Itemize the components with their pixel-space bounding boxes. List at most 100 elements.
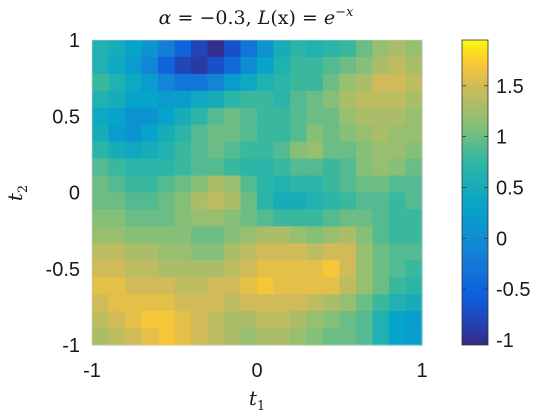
heatmap-cell xyxy=(92,73,110,92)
heatmap-cell xyxy=(323,277,341,295)
heatmap-cell xyxy=(191,56,209,75)
heatmap-cell xyxy=(339,243,357,261)
heatmap-cell xyxy=(224,192,242,211)
heatmap-cell xyxy=(191,311,209,329)
heatmap-cell xyxy=(92,192,110,211)
heatmap-cell xyxy=(224,56,242,75)
heatmap-cell xyxy=(240,124,258,143)
heatmap-cell xyxy=(372,107,390,126)
heatmap-cell xyxy=(405,294,423,312)
colorbar xyxy=(461,39,489,346)
heatmap-cell xyxy=(339,73,357,92)
heatmap-cell xyxy=(207,294,225,312)
heatmap-cell xyxy=(323,192,341,211)
heatmap-cell xyxy=(257,209,275,227)
heatmap-cell xyxy=(372,90,390,109)
heatmap-cell xyxy=(224,158,242,177)
heatmap-cell xyxy=(257,90,275,109)
heatmap-cell xyxy=(174,141,192,160)
heatmap-cell xyxy=(356,192,374,211)
heatmap-cell xyxy=(405,243,423,261)
heatmap-cell xyxy=(389,260,407,278)
heatmap-cell xyxy=(273,158,291,177)
heatmap-cell xyxy=(356,73,374,92)
heatmap-cell xyxy=(290,124,308,143)
heatmap-cell xyxy=(141,40,159,58)
heatmap-cell xyxy=(92,124,110,143)
heatmap-cell xyxy=(389,328,407,346)
heatmap-cell xyxy=(240,192,258,211)
heatmap-cell xyxy=(273,40,291,58)
heatmap-cell xyxy=(405,192,423,211)
heatmap-cell xyxy=(306,124,324,143)
heatmap-cell xyxy=(158,192,176,211)
heatmap-cell xyxy=(174,209,192,227)
heatmap-cell xyxy=(372,277,390,295)
heatmap-cell xyxy=(141,90,159,109)
heatmap-cell xyxy=(323,73,341,92)
heatmap-cell xyxy=(92,243,110,261)
heatmap-cell xyxy=(356,56,374,75)
x-tick-label: -1 xyxy=(83,360,101,382)
heatmap-cell xyxy=(141,141,159,160)
heatmap-cell xyxy=(339,175,357,194)
heatmap-cell xyxy=(141,328,159,346)
heatmap-cell xyxy=(405,277,423,295)
heatmap-cell xyxy=(141,175,159,194)
heatmap-cell xyxy=(405,40,423,58)
heatmap-cell xyxy=(191,192,209,211)
heatmap-cell xyxy=(141,209,159,227)
heatmap-cell xyxy=(191,107,209,126)
heatmap-cell xyxy=(92,175,110,194)
y-tick-label: 0.5 xyxy=(52,106,80,128)
heatmap-cell xyxy=(273,243,291,261)
heatmap-cell xyxy=(207,40,225,58)
heatmap-cell xyxy=(92,328,110,346)
heatmap-cell xyxy=(273,124,291,143)
heatmap-cell xyxy=(158,311,176,329)
heatmap-cell xyxy=(158,226,176,244)
heatmap-cell xyxy=(389,243,407,261)
heatmap-cell xyxy=(240,158,258,177)
heatmap-cell xyxy=(158,73,176,92)
heatmap-cell xyxy=(191,175,209,194)
heatmap-cell xyxy=(92,209,110,227)
heatmap-cell xyxy=(306,40,324,58)
heatmap-cell xyxy=(108,243,126,261)
heatmap-cell xyxy=(257,328,275,346)
heatmap-cell xyxy=(92,226,110,244)
heatmap-cell xyxy=(141,260,159,278)
heatmap-cell xyxy=(306,141,324,160)
chart-title: α = −0.3, L(x) = e−x xyxy=(159,5,354,29)
heatmap-cell xyxy=(207,158,225,177)
heatmap-cell xyxy=(356,90,374,109)
heatmap-cell xyxy=(389,209,407,227)
heatmap-cell xyxy=(257,192,275,211)
heatmap-cell xyxy=(273,90,291,109)
heatmap-cell xyxy=(405,141,423,160)
heatmap-cell xyxy=(306,328,324,346)
heatmap-cell xyxy=(174,226,192,244)
heatmap-cell xyxy=(405,73,423,92)
heatmap-cell xyxy=(158,107,176,126)
heatmap-cell xyxy=(108,40,126,58)
heatmap-cell xyxy=(174,260,192,278)
heatmap-cell xyxy=(306,90,324,109)
heatmap-cell xyxy=(257,107,275,126)
heatmap-cell xyxy=(207,328,225,346)
heatmap-cell xyxy=(356,124,374,143)
heatmap-cell xyxy=(273,192,291,211)
heatmap-cell xyxy=(125,40,143,58)
heatmap-cell xyxy=(323,294,341,312)
colorbar-tick-label: 0.5 xyxy=(496,177,524,199)
heatmap-cell xyxy=(273,141,291,160)
heatmap-cell xyxy=(389,107,407,126)
heatmap-cell xyxy=(257,124,275,143)
heatmap-cell xyxy=(108,73,126,92)
heatmap-cell xyxy=(92,90,110,109)
heatmap-cell xyxy=(339,328,357,346)
heatmap-cell xyxy=(405,226,423,244)
colorbar-tick-label: -0.5 xyxy=(496,279,530,301)
heatmap-cell xyxy=(339,294,357,312)
